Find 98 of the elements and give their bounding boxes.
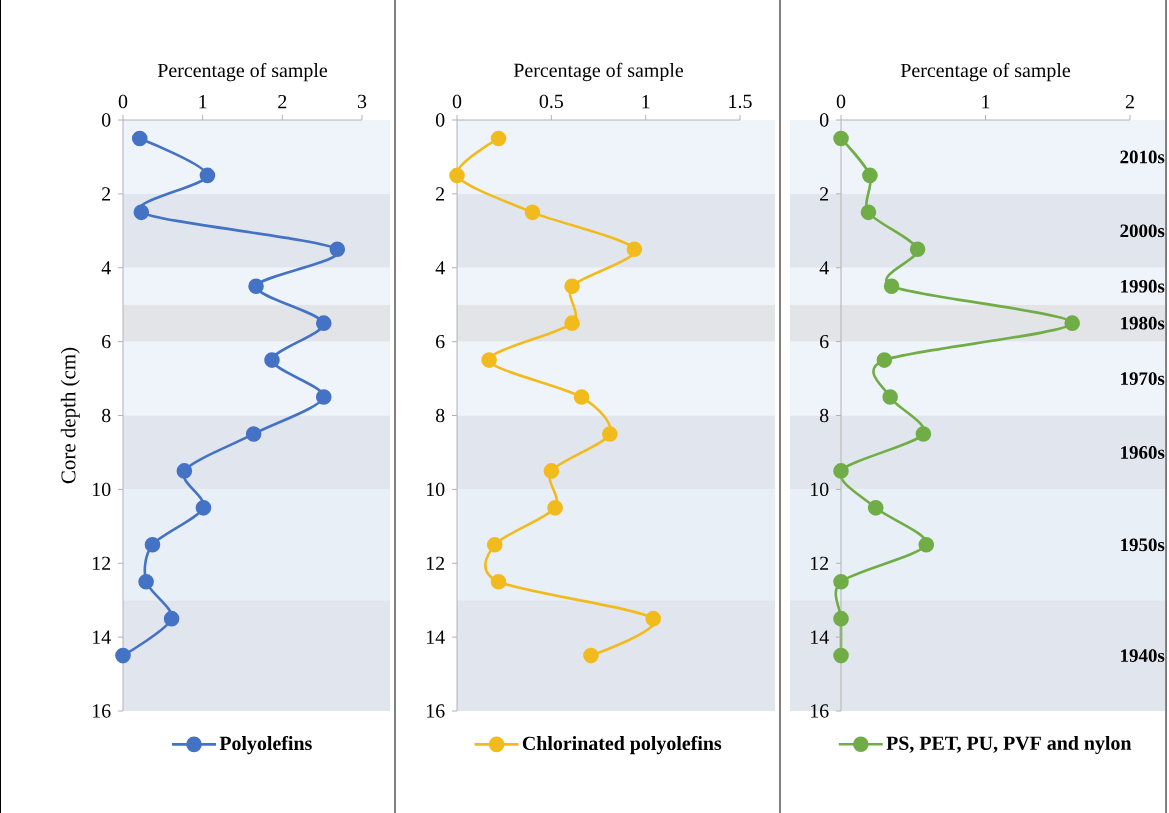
point bbox=[131, 130, 148, 147]
point bbox=[833, 610, 849, 627]
y-tick-label: 8 bbox=[101, 408, 111, 423]
point bbox=[573, 389, 590, 405]
y-tick-label: 4 bbox=[435, 261, 445, 275]
y-tick-label: 4 bbox=[819, 261, 829, 275]
point bbox=[909, 241, 926, 258]
point bbox=[490, 130, 507, 147]
point bbox=[833, 130, 849, 147]
band-label: 1960s bbox=[1121, 446, 1165, 459]
y-tick-label: 0 bbox=[435, 113, 445, 127]
x-axis-title: Percentage of sample bbox=[513, 62, 684, 82]
point bbox=[915, 426, 932, 442]
point bbox=[144, 536, 161, 553]
point bbox=[329, 241, 346, 258]
y-tick-label: 0 bbox=[101, 113, 111, 127]
point bbox=[486, 536, 503, 553]
band-label: 1950s bbox=[1121, 538, 1165, 552]
point bbox=[176, 463, 193, 479]
band-label: 1980s bbox=[1121, 316, 1165, 330]
y-tick-label: 16 bbox=[92, 704, 111, 718]
point bbox=[543, 463, 560, 479]
y-tick-label: 0 bbox=[819, 113, 829, 127]
y-tick-label: 6 bbox=[436, 334, 445, 349]
y-axis-title: Core depth (cm) bbox=[60, 347, 80, 484]
y-tick-label: 6 bbox=[820, 334, 829, 349]
band-label: 1940s bbox=[1121, 649, 1165, 662]
y-tick-label: 8 bbox=[435, 408, 445, 423]
y-tick-label: 2 bbox=[102, 187, 111, 201]
point bbox=[195, 500, 212, 516]
point bbox=[138, 573, 154, 590]
point bbox=[564, 278, 580, 295]
band-label: 2000s bbox=[1120, 224, 1165, 238]
y-tick-label: 12 bbox=[426, 556, 445, 570]
point bbox=[883, 278, 900, 295]
y-tick-label: 8 bbox=[819, 408, 829, 423]
x-tick-label: 3 bbox=[357, 94, 367, 109]
point bbox=[163, 610, 180, 627]
point bbox=[602, 426, 618, 442]
y-tick-label: 14 bbox=[92, 630, 111, 644]
legend-label: Chlorinated polyolefins bbox=[522, 735, 722, 755]
point bbox=[524, 204, 541, 221]
point bbox=[876, 352, 893, 368]
x-axis-title: Percentage of sample bbox=[157, 62, 328, 82]
point bbox=[860, 204, 877, 221]
point bbox=[133, 204, 150, 221]
point bbox=[490, 573, 507, 590]
legend-label: Polyolefins bbox=[219, 735, 312, 755]
point bbox=[882, 389, 898, 405]
legend-label: PS, PET, PU, PVF and nylon bbox=[886, 735, 1132, 754]
point bbox=[583, 647, 599, 664]
y-tick-label: 10 bbox=[810, 482, 829, 497]
point bbox=[115, 647, 131, 664]
x-tick-label: 1 bbox=[642, 95, 650, 109]
point bbox=[918, 536, 935, 553]
point bbox=[449, 167, 465, 184]
y-tick-label: 6 bbox=[102, 334, 111, 349]
x-tick-label: 1 bbox=[199, 95, 207, 109]
point bbox=[264, 352, 280, 368]
x-axis-title: Percentage of sample bbox=[900, 62, 1071, 82]
point bbox=[833, 573, 849, 590]
point bbox=[315, 389, 332, 405]
point bbox=[315, 315, 332, 331]
y-tick-label: 16 bbox=[426, 704, 445, 718]
y-tick-label: 14 bbox=[810, 630, 829, 644]
y-tick-label: 10 bbox=[92, 482, 111, 497]
x-tick-label: 0 bbox=[452, 94, 462, 109]
band-label: 2010s bbox=[1120, 150, 1165, 164]
band-label: 1970s bbox=[1121, 372, 1165, 385]
x-tick-label: 0.5 bbox=[539, 94, 564, 109]
y-tick-label: 2 bbox=[436, 187, 445, 201]
y-tick-label: 12 bbox=[810, 556, 829, 570]
point bbox=[867, 500, 884, 516]
point bbox=[547, 500, 563, 516]
y-tick-label: 14 bbox=[426, 630, 445, 644]
point bbox=[564, 315, 580, 331]
x-tick-label: 1.5 bbox=[729, 94, 752, 109]
x-tick-label: 0 bbox=[836, 94, 846, 109]
point bbox=[626, 241, 643, 258]
point bbox=[645, 610, 662, 627]
y-tick-label: 4 bbox=[101, 261, 111, 275]
y-tick-label: 10 bbox=[426, 482, 445, 497]
point bbox=[199, 167, 216, 184]
point bbox=[1064, 315, 1081, 331]
point bbox=[862, 167, 878, 184]
x-tick-label: 1 bbox=[982, 95, 990, 109]
point bbox=[245, 426, 262, 442]
point bbox=[833, 463, 849, 479]
point bbox=[481, 352, 497, 368]
band-label: 1990s bbox=[1121, 279, 1165, 293]
x-tick-label: 0 bbox=[118, 94, 128, 109]
y-tick-label: 16 bbox=[810, 704, 829, 718]
y-tick-label: 12 bbox=[92, 556, 111, 570]
point bbox=[833, 647, 849, 664]
y-tick-label: 2 bbox=[820, 187, 829, 201]
x-tick-label: 2 bbox=[278, 94, 287, 109]
point bbox=[248, 278, 264, 295]
x-tick-label: 2 bbox=[1125, 94, 1134, 109]
